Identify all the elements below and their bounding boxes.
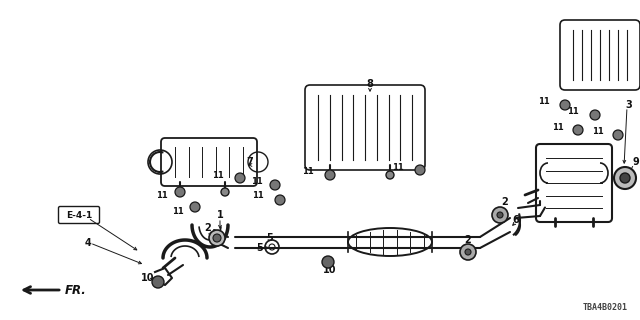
Text: 2: 2	[205, 223, 211, 233]
Circle shape	[322, 256, 334, 268]
Circle shape	[560, 100, 570, 110]
Text: 10: 10	[141, 273, 155, 283]
Circle shape	[326, 171, 334, 179]
Circle shape	[460, 244, 476, 260]
Text: 11: 11	[567, 108, 579, 116]
Circle shape	[497, 212, 503, 218]
Circle shape	[176, 188, 184, 196]
Text: 1: 1	[216, 210, 223, 220]
Text: 6: 6	[513, 215, 520, 225]
Text: 4: 4	[84, 238, 92, 248]
Circle shape	[213, 234, 221, 242]
Circle shape	[209, 230, 225, 246]
Text: 11: 11	[251, 177, 263, 186]
Text: 11: 11	[172, 207, 184, 217]
Text: TBA4B0201: TBA4B0201	[583, 303, 628, 312]
Text: 9: 9	[632, 157, 639, 167]
Circle shape	[175, 187, 185, 197]
Text: 5: 5	[256, 243, 263, 253]
Circle shape	[415, 165, 425, 175]
Circle shape	[275, 195, 285, 205]
Text: 11: 11	[552, 123, 564, 132]
Text: E-4-1: E-4-1	[66, 211, 92, 220]
Circle shape	[270, 180, 280, 190]
Text: 2: 2	[465, 235, 472, 245]
Circle shape	[386, 171, 394, 179]
Text: 5: 5	[267, 233, 273, 243]
Text: 8: 8	[367, 79, 373, 89]
Text: FR.: FR.	[65, 284, 87, 297]
Text: 11: 11	[212, 171, 224, 180]
Circle shape	[492, 207, 508, 223]
Text: 2: 2	[502, 197, 508, 207]
Circle shape	[614, 167, 636, 189]
Circle shape	[325, 170, 335, 180]
Text: 7: 7	[246, 157, 253, 167]
Circle shape	[573, 125, 583, 135]
Circle shape	[613, 130, 623, 140]
Text: 11: 11	[392, 163, 404, 172]
Circle shape	[152, 276, 164, 288]
Circle shape	[465, 249, 471, 255]
Circle shape	[590, 110, 600, 120]
Text: 10: 10	[323, 265, 337, 275]
Circle shape	[620, 173, 630, 183]
Text: 11: 11	[252, 191, 264, 201]
Text: 11: 11	[538, 98, 550, 107]
Text: 11: 11	[592, 127, 604, 137]
Text: 11: 11	[156, 191, 168, 201]
Text: 11: 11	[302, 167, 314, 177]
Circle shape	[190, 202, 200, 212]
Circle shape	[235, 173, 245, 183]
Circle shape	[221, 188, 229, 196]
Text: 3: 3	[626, 100, 632, 110]
